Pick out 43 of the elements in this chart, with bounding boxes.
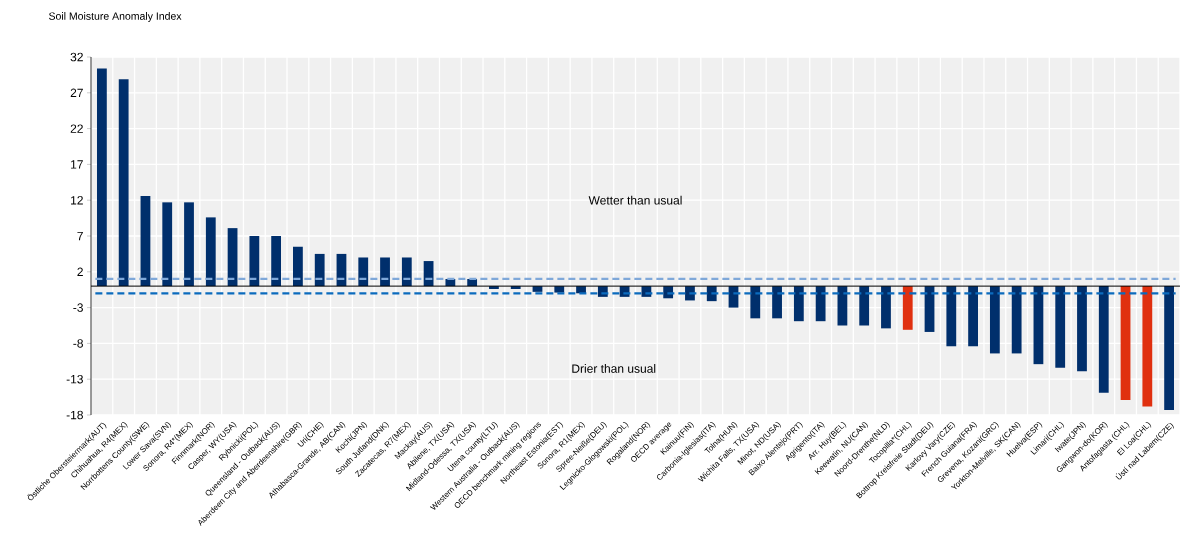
- bar: [946, 286, 957, 347]
- y-tick-label: 2: [77, 267, 83, 276]
- y-tick-label: 12: [71, 196, 83, 205]
- bar: [859, 286, 870, 326]
- bar: [205, 217, 216, 287]
- bar: [989, 286, 1000, 354]
- bar: [881, 286, 891, 329]
- bar: [815, 286, 826, 322]
- y-tick-label: -18: [66, 410, 83, 420]
- y-tick-label: 7: [77, 231, 83, 241]
- bar: [249, 236, 260, 287]
- bar: [793, 286, 804, 322]
- bar: [314, 253, 325, 287]
- bar: [750, 286, 761, 319]
- y-tick-label: 27: [70, 88, 83, 97]
- bar: [401, 257, 412, 287]
- bar: [902, 286, 913, 330]
- bar: [271, 236, 282, 287]
- bar: [184, 202, 194, 287]
- bar: [1142, 286, 1153, 407]
- bar: [380, 257, 390, 287]
- y-tick-label: -13: [66, 374, 83, 384]
- bar: [96, 68, 107, 287]
- y-tick-label: 17: [71, 160, 83, 169]
- bar: [968, 286, 978, 347]
- annotation: Wetter than usual: [588, 195, 682, 205]
- y-tick-label: -8: [73, 339, 83, 348]
- y-tick-label: -3: [73, 303, 83, 312]
- y-tick-label: 32: [70, 52, 83, 62]
- bar: [1164, 286, 1174, 410]
- y-tick-label: 22: [70, 124, 83, 133]
- bar: [1077, 286, 1087, 372]
- bar: [1011, 286, 1022, 354]
- annotation: Drier than usual: [572, 364, 656, 373]
- bar: [118, 79, 129, 287]
- bar: [358, 257, 369, 287]
- bar: [1098, 286, 1109, 393]
- y-axis-title: Soil Moisture Anomaly Index: [49, 12, 182, 22]
- bar: [772, 286, 782, 319]
- bar: [162, 202, 173, 287]
- bar: [1120, 286, 1131, 400]
- bar: [1055, 286, 1066, 368]
- bar: [293, 246, 303, 287]
